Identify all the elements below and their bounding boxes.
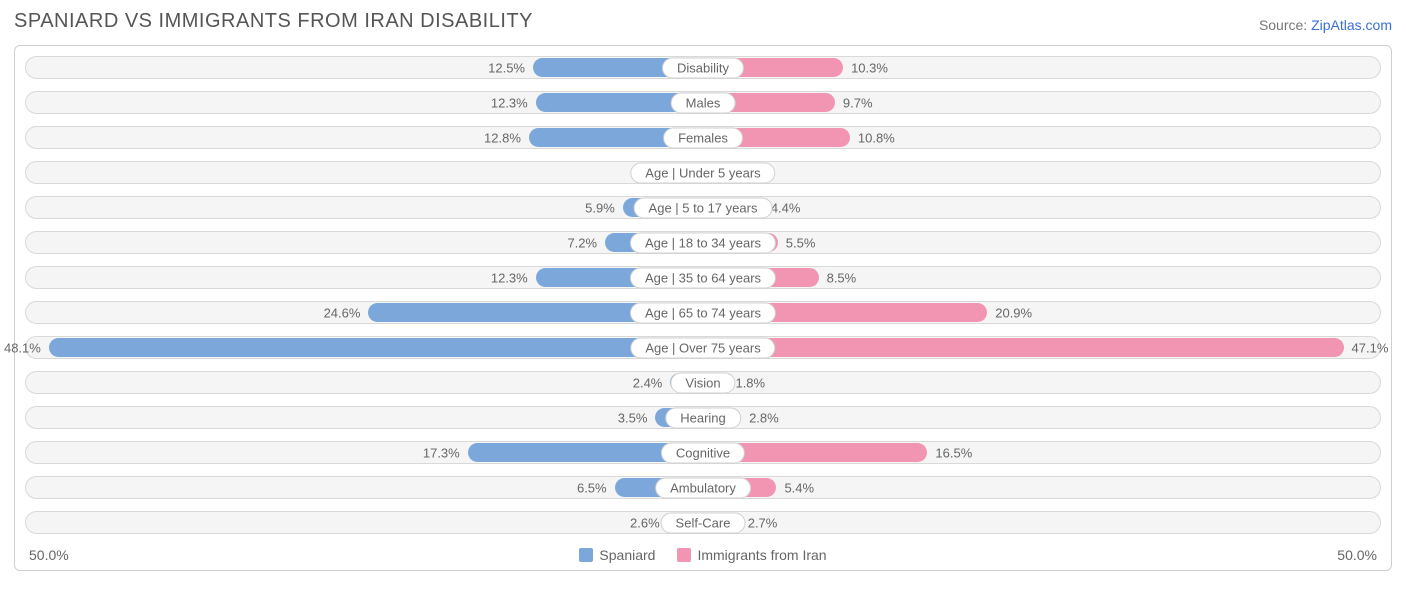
value-right: 10.8% [858, 130, 895, 145]
source-prefix: Source: [1259, 17, 1311, 33]
axis-right-label: 50.0% [1337, 547, 1377, 563]
value-left: 48.1% [4, 340, 41, 355]
legend-item-left: Spaniard [579, 547, 655, 563]
value-left: 5.9% [585, 200, 615, 215]
chart-title: SPANIARD VS IMMIGRANTS FROM IRAN DISABIL… [14, 10, 533, 33]
value-right: 1.8% [735, 375, 765, 390]
chart-row: 17.3% 16.5% Cognitive [19, 437, 1387, 468]
chart-row: 5.9% 4.4%Age | 5 to 17 years [19, 192, 1387, 223]
chart-row: 12.5% 10.3% Disability [19, 52, 1387, 83]
value-right: 8.5% [827, 270, 857, 285]
row-label: Age | 18 to 34 years [630, 232, 776, 253]
value-right: 16.5% [935, 445, 972, 460]
row-label: Hearing [665, 407, 741, 428]
row-label: Age | Over 75 years [630, 337, 775, 358]
chart-row: 48.1%47.1%Age | Over 75 years [19, 332, 1387, 363]
legend-swatch-right [677, 548, 691, 562]
row-label: Age | 65 to 74 years [630, 302, 776, 323]
chart-footer: 50.0% Spaniard Immigrants from Iran 50.0… [19, 544, 1387, 566]
chart-row: 24.6% 20.9% Age | 65 to 74 years [19, 297, 1387, 328]
chart-row: 3.5% 2.8% Hearing [19, 402, 1387, 433]
row-label: Females [663, 127, 743, 148]
value-right: 20.9% [995, 305, 1032, 320]
row-label: Disability [662, 57, 744, 78]
value-right: 47.1% [1352, 340, 1389, 355]
diverging-bar-chart: 12.5%10.3%Disability12.3%9.7%Males12.8%1… [14, 45, 1392, 571]
value-right: 2.7% [748, 515, 778, 530]
row-label: Age | 35 to 64 years [630, 267, 776, 288]
chart-source: Source: ZipAtlas.com [1259, 17, 1392, 33]
value-left: 2.6% [630, 515, 660, 530]
chart-row: 6.5% 5.4% Ambulatory [19, 472, 1387, 503]
chart-row: 2.6% 2.7%Self-Care [19, 507, 1387, 538]
value-left: 17.3% [423, 445, 460, 460]
chart-row: 12.3% 8.5% Age | 35 to 64 years [19, 262, 1387, 293]
value-right: 2.8% [749, 410, 779, 425]
value-left: 12.3% [491, 270, 528, 285]
legend-label-left: Spaniard [599, 547, 655, 563]
value-right: 5.4% [784, 480, 814, 495]
axis-left-label: 50.0% [29, 547, 69, 563]
value-right: 4.4% [771, 200, 801, 215]
value-left: 2.4% [633, 375, 663, 390]
row-label: Cognitive [661, 442, 745, 463]
bar-right [703, 338, 1344, 357]
value-left: 3.5% [618, 410, 648, 425]
value-left: 12.5% [488, 60, 525, 75]
legend: Spaniard Immigrants from Iran [579, 547, 826, 563]
row-label: Ambulatory [655, 477, 751, 498]
value-left: 7.2% [567, 235, 597, 250]
value-right: 5.5% [786, 235, 816, 250]
value-left: 24.6% [324, 305, 361, 320]
bar-left [49, 338, 703, 357]
row-label: Males [671, 92, 736, 113]
row-label: Self-Care [661, 512, 746, 533]
legend-label-right: Immigrants from Iran [697, 547, 826, 563]
chart-row: 2.4% 1.8%Vision [19, 367, 1387, 398]
chart-row: 7.2% 5.5% Age | 18 to 34 years [19, 227, 1387, 258]
value-left: 12.3% [491, 95, 528, 110]
value-right: 9.7% [843, 95, 873, 110]
chart-row: 12.8% 10.8% Females [19, 122, 1387, 153]
source-link[interactable]: ZipAtlas.com [1311, 17, 1392, 33]
row-label: Vision [670, 372, 735, 393]
legend-swatch-left [579, 548, 593, 562]
row-label: Age | Under 5 years [630, 162, 775, 183]
legend-item-right: Immigrants from Iran [677, 547, 826, 563]
value-left: 6.5% [577, 480, 607, 495]
chart-row: 12.3% 9.7% Males [19, 87, 1387, 118]
row-label: Age | 5 to 17 years [634, 197, 773, 218]
value-left: 12.8% [484, 130, 521, 145]
chart-row: 1.4%1.0%Age | Under 5 years [19, 157, 1387, 188]
value-right: 10.3% [851, 60, 888, 75]
